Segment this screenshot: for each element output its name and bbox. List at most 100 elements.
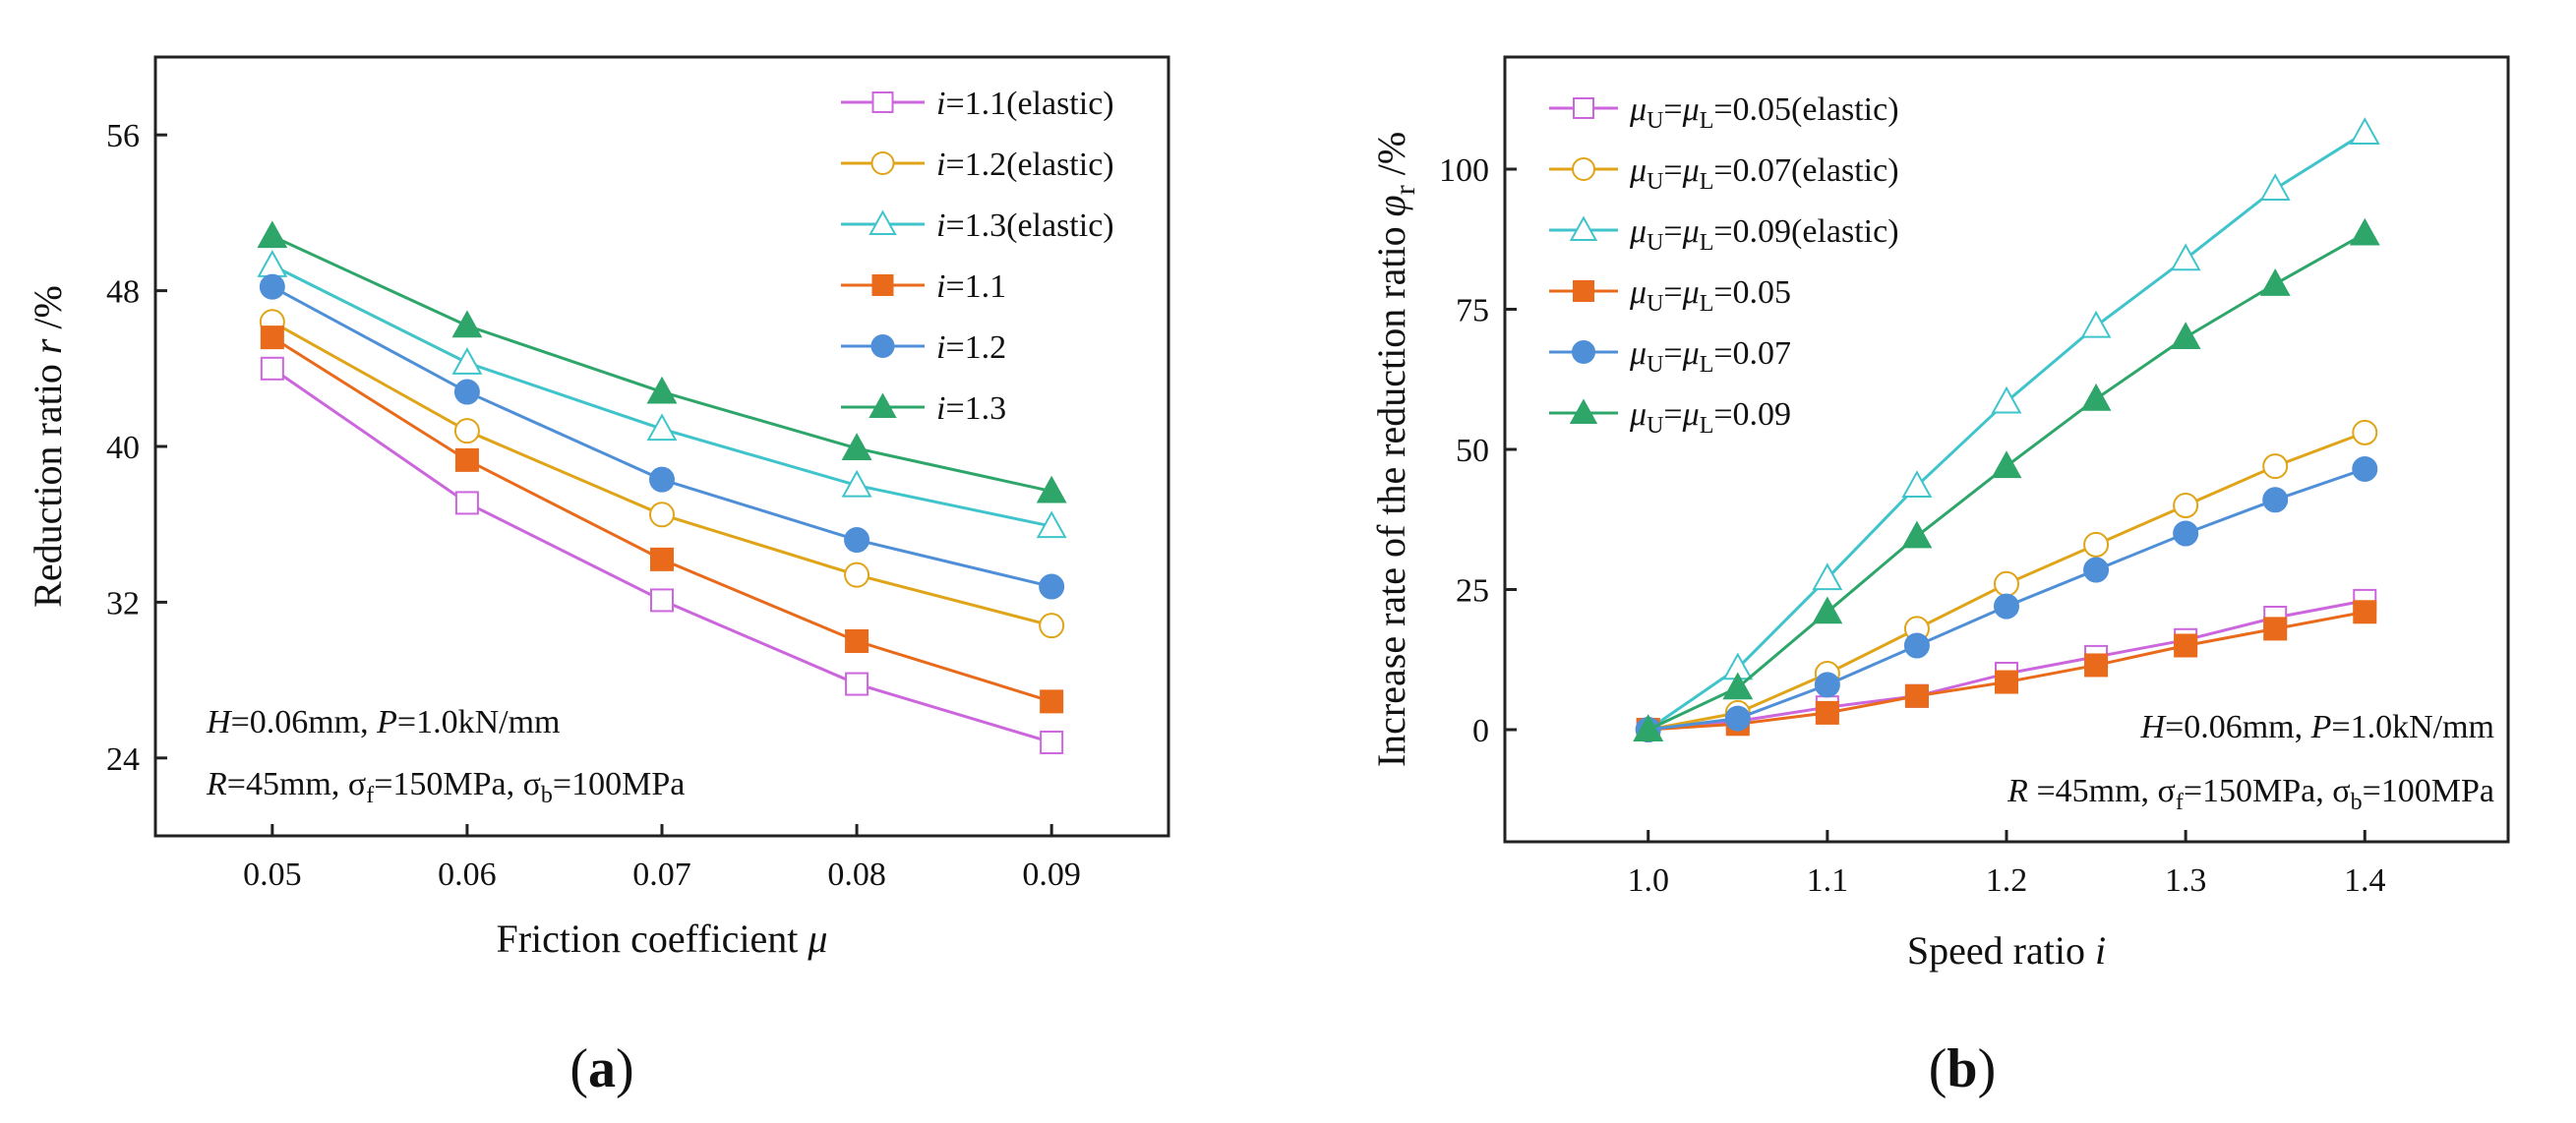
data-point: [2173, 493, 2199, 518]
chart-b-legend: μU=μL=0.05(elastic) μU=μL=0.07(elastic) μU…: [1549, 91, 1899, 439]
legend-label: i=1.1(elastic): [936, 86, 1114, 122]
legend-item: i=1.1(elastic): [841, 86, 1114, 122]
series-3: [257, 250, 1067, 539]
legend-marker: [1572, 157, 1595, 181]
legend-item: μU=μL=0.09(elastic): [1549, 213, 1899, 256]
data-point: [1039, 573, 1065, 600]
data-point: [2083, 557, 2110, 583]
data-point: [2259, 173, 2291, 201]
chart-a: 0.05 0.06 0.07 0.08 0.09 24 32 40 48 56 i=1.1(ela…: [26, 55, 1170, 1099]
legend-marker: [870, 334, 895, 358]
data-point: [646, 413, 678, 442]
data-point: [1991, 385, 2022, 414]
x-tick-label: 1.3: [2165, 862, 2207, 899]
data-point: [454, 491, 479, 515]
y-tick-label: 0: [1472, 713, 1489, 749]
data-point: [1036, 475, 1067, 503]
data-point: [1901, 470, 1933, 499]
data-point: [260, 356, 284, 381]
data-point: [454, 447, 479, 472]
data-point: [1994, 570, 2019, 597]
data-point: [451, 347, 483, 375]
legend-item: i=1.3(elastic): [841, 207, 1114, 244]
chart-a-annotation-line2: R=45mm, σf=150MPa, σb=100MPa: [206, 766, 685, 808]
data-point: [650, 547, 674, 571]
x-tick-label: 1.0: [1627, 862, 1669, 899]
legend-label: μU=μL=0.05: [1629, 274, 1791, 317]
data-point: [841, 433, 872, 460]
y-tick-label: 32: [106, 585, 140, 621]
legend-label: i=1.3: [936, 390, 1006, 427]
data-point: [2263, 617, 2288, 641]
legend-label: i=1.2: [936, 329, 1006, 366]
y-tick-label: 50: [1456, 433, 1489, 469]
legend-label: μU=μL=0.09(elastic): [1629, 213, 1899, 256]
y-tick-label: 24: [106, 741, 140, 778]
data-point: [1815, 700, 1839, 725]
data-point: [1994, 593, 2019, 620]
chart-b-ticks: 1.0 1.1 1.2 1.3 1.4 0 25 50 75 100: [1439, 152, 2386, 899]
data-point: [2262, 453, 2289, 480]
data-point: [1995, 670, 2018, 694]
chart-b-x-axis-label: Speed ratio i: [1907, 928, 2106, 973]
chart-b-annotation-line2: R =45mm, σf=150MPa, σb=100MPa: [2007, 773, 2494, 815]
legend-label: i=1.2(elastic): [936, 147, 1114, 183]
x-tick-label: 1.1: [1807, 862, 1849, 899]
legend-marker: [1572, 340, 1595, 364]
legend-marker: [1573, 97, 1594, 119]
legend-item: i=1.2: [841, 329, 1006, 366]
data-point: [649, 502, 675, 528]
chart-a-series: [257, 220, 1067, 754]
legend-marker: [869, 392, 897, 418]
data-point: [451, 310, 483, 338]
data-point: [259, 273, 285, 300]
data-point: [1904, 683, 1929, 708]
legend-label: μU=μL=0.07: [1629, 335, 1791, 378]
legend-label: μU=μL=0.05(elastic): [1629, 91, 1899, 134]
x-tick-label: 1.2: [1986, 862, 2028, 899]
data-point: [1991, 450, 2022, 479]
series-6: [257, 220, 1067, 503]
data-point: [845, 629, 869, 653]
data-point: [845, 672, 869, 696]
data-point: [1722, 672, 1754, 700]
x-tick-label: 0.08: [827, 857, 886, 893]
data-point: [2170, 243, 2201, 271]
data-point: [844, 527, 870, 554]
legend-item: μU=μL=0.05: [1549, 274, 1791, 317]
chart-a-annotation-line1: H=0.06mm, P=1.0kN/mm: [206, 704, 561, 740]
x-tick-label: 0.09: [1022, 857, 1081, 893]
data-point: [2170, 322, 2201, 349]
data-point: [844, 562, 870, 588]
legend-item: μU=μL=0.09: [1549, 396, 1791, 439]
data-point: [1812, 562, 1843, 591]
legend-label: μU=μL=0.07(elastic): [1629, 152, 1899, 195]
x-tick-label: 0.07: [632, 857, 691, 893]
series-line: [271, 234, 1052, 494]
legend-marker: [869, 209, 897, 235]
data-point: [2352, 455, 2378, 482]
legend-item: μU=μL=0.05(elastic): [1549, 91, 1899, 134]
series-5: [1635, 455, 2378, 742]
data-point: [1812, 596, 1843, 624]
chart-a-x-axis-label: Friction coefficient μ: [496, 916, 827, 961]
legend-item: i=1.1: [841, 268, 1006, 305]
series-3: [1633, 117, 2380, 741]
data-point: [650, 588, 674, 613]
legend-item: μU=μL=0.07: [1549, 335, 1791, 378]
data-point: [1903, 632, 1930, 659]
chart-b-series: [1633, 117, 2380, 742]
series-6: [1633, 217, 2380, 741]
legend-item: μU=μL=0.07(elastic): [1549, 152, 1899, 195]
chart-b-annotation: H=0.06mm, P=1.0kN/mm R =45mm, σf=150MPa,…: [2007, 709, 2494, 815]
data-point: [2083, 531, 2110, 558]
data-point: [257, 250, 288, 277]
chart-a-panel-label: (a): [569, 1038, 633, 1099]
x-tick-label: 0.05: [243, 857, 302, 893]
data-point: [646, 376, 678, 404]
data-point: [1040, 730, 1064, 754]
legend-marker: [870, 151, 895, 175]
chart-b: 1.0 1.1 1.2 1.3 1.4 0 25 50 75 100 μU=μL=0.05(ela…: [1369, 55, 2510, 1099]
data-point: [2173, 520, 2199, 547]
